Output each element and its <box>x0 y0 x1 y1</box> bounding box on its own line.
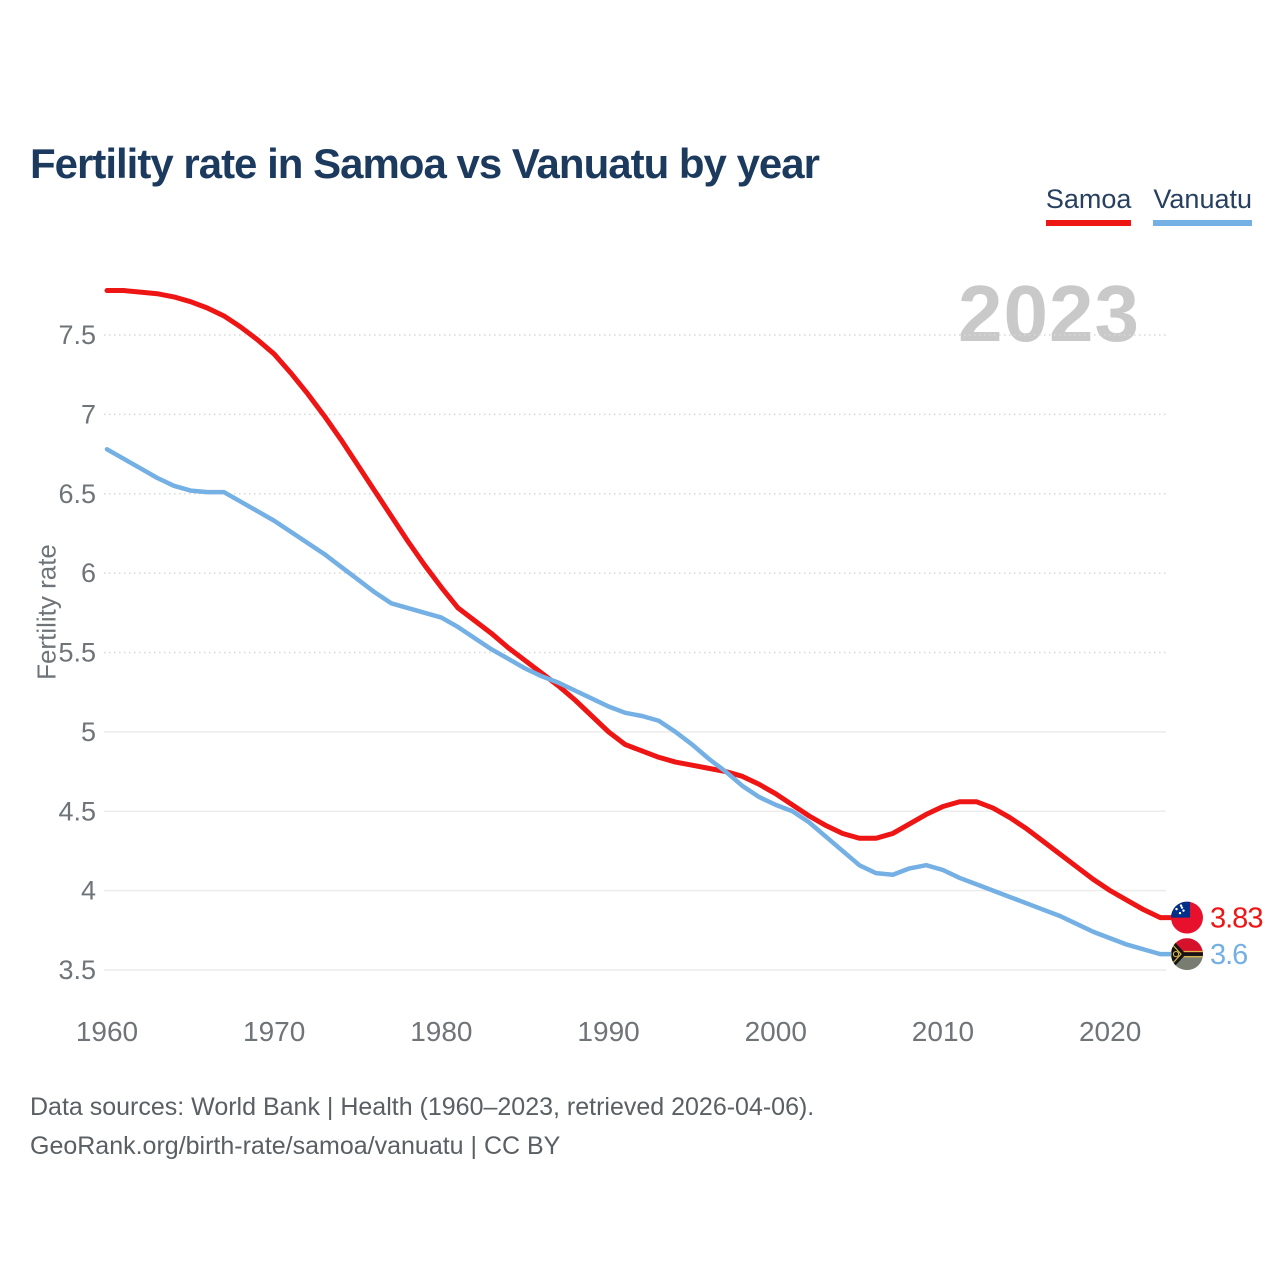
page-title: Fertility rate in Samoa vs Vanuatu by ye… <box>30 140 820 188</box>
y-tick-label: 4.5 <box>58 796 96 826</box>
y-tick-label: 5.5 <box>58 638 96 668</box>
y-tick-label: 6 <box>81 558 96 588</box>
y-tick-label: 5 <box>81 717 96 747</box>
x-tick-label: 1990 <box>577 1016 639 1047</box>
legend-item-vanuatu[interactable]: Vanuatu <box>1153 184 1252 226</box>
legend-item-samoa[interactable]: Samoa <box>1045 184 1132 226</box>
y-tick-label: 4 <box>81 876 96 906</box>
series-line-samoa <box>104 288 1163 921</box>
data-source-note: Data sources: World Bank | Health (1960–… <box>30 1093 815 1121</box>
x-tick-label: 2010 <box>912 1016 974 1047</box>
samoa-flag-icon <box>1171 901 1203 934</box>
y-tick-label: 7.5 <box>58 320 96 350</box>
chart-footer: Data sources: World Bank | Health (1960–… <box>30 1088 814 1166</box>
y-tick-label: 6.5 <box>58 479 96 509</box>
legend: Samoa Vanuatu <box>1045 184 1252 226</box>
watermark-year: 2023 <box>958 269 1140 358</box>
x-tick-label: 1970 <box>243 1016 305 1047</box>
end-value-label: 3.83 <box>1210 903 1262 935</box>
series-line-vanuatu <box>104 447 1163 957</box>
x-tick-label: 2000 <box>745 1016 807 1047</box>
x-tick-label: 1960 <box>76 1016 138 1047</box>
attribution-note: GeoRank.org/birth-rate/samoa/vanuatu | C… <box>30 1132 561 1160</box>
y-tick-label: 7 <box>81 399 96 429</box>
y-tick-label: 3.5 <box>58 955 96 985</box>
vanuatu-flag-icon <box>1171 938 1203 971</box>
x-tick-label: 2020 <box>1079 1016 1141 1047</box>
x-tick-label: 1980 <box>410 1016 472 1047</box>
end-value-label: 3.6 <box>1210 939 1247 971</box>
